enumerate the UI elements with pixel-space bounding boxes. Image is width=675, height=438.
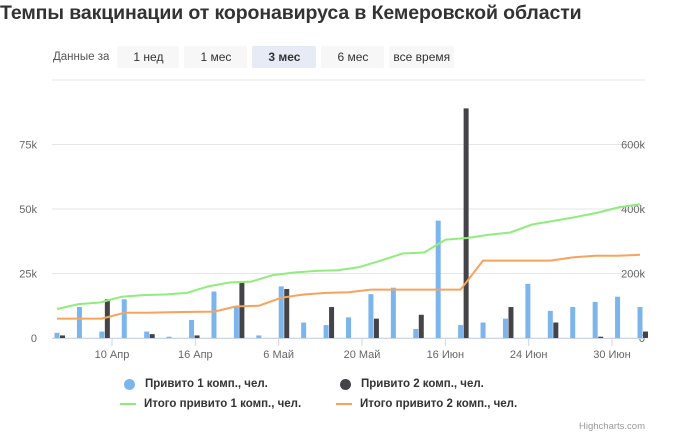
bar-first-dose	[458, 325, 464, 338]
bar-first-dose	[637, 307, 643, 338]
bar-first-dose	[233, 307, 239, 338]
bar-second-dose	[60, 335, 65, 338]
bar-first-dose	[166, 336, 172, 338]
legend-item-second-dose[interactable]: Привито 2 комп., чел.	[336, 378, 484, 390]
legend-label-first-dose: Привито 1 комп., чел.	[145, 378, 268, 390]
bar-second-dose	[284, 288, 290, 338]
bar-first-dose	[323, 325, 329, 338]
bar-first-dose	[615, 296, 621, 338]
bar-first-dose	[189, 319, 195, 338]
bar-second-dose	[643, 331, 648, 338]
legend-item-total-second-dose[interactable]: Итого привито 2 комп., чел.	[336, 398, 517, 410]
y-right-tick-label: 200k	[621, 269, 645, 281]
range-selector: Данные за 1 нед 1 мес 3 мес 6 мес все вр…	[53, 46, 459, 68]
bar-first-dose	[54, 332, 60, 338]
bar-first-dose	[121, 299, 127, 338]
range-button-1-month[interactable]: 1 мес	[184, 46, 248, 68]
legend-marker-total-first-dose	[120, 403, 136, 405]
x-tick-label: 10 Апр	[95, 349, 130, 361]
bar-first-dose	[278, 286, 284, 338]
bar-second-dose	[598, 336, 604, 338]
bar-second-dose	[508, 307, 514, 338]
bar-first-dose	[390, 287, 396, 338]
chart-title: Темпы вакцинации от коронавируса в Кемер…	[0, 2, 582, 24]
bar-first-dose	[547, 310, 553, 338]
x-tick-label: 20 Май	[344, 349, 381, 361]
y-left-tick-label: 50k	[19, 204, 37, 216]
credits-link[interactable]: Highcharts.com	[579, 421, 645, 432]
bar-second-dose	[373, 318, 379, 338]
bar-first-dose	[502, 318, 508, 338]
bar-second-dose	[194, 335, 200, 338]
bar-first-dose	[435, 220, 441, 338]
range-button-6-months[interactable]: 6 мес	[321, 46, 385, 68]
legend-label-second-dose: Привито 2 комп., чел.	[361, 378, 484, 390]
bar-first-dose	[346, 317, 351, 338]
y-left-tick-label: 75k	[19, 140, 37, 152]
bar-first-dose	[144, 331, 150, 338]
bar-first-dose	[99, 331, 105, 338]
bar-first-dose	[592, 301, 598, 338]
bar-first-dose	[525, 283, 531, 338]
legend-label-total-second-dose: Итого привито 2 комп., чел.	[360, 398, 518, 410]
range-selector-label: Данные за	[53, 51, 110, 63]
legend-marker-total-second-dose	[336, 403, 352, 405]
bar-second-dose	[149, 334, 155, 338]
y-left-tick-label: 0	[31, 333, 37, 345]
legend-item-first-dose[interactable]: Привито 1 комп., чел.	[120, 378, 268, 390]
line-total-second-dose	[57, 253, 641, 320]
legend-item-total-first-dose[interactable]: Итого привито 1 комп., чел.	[120, 398, 301, 410]
bar-first-dose	[76, 307, 82, 338]
bar-first-dose	[256, 335, 262, 338]
bar-first-dose	[301, 322, 307, 338]
bar-first-dose	[570, 307, 576, 338]
range-button-all-time[interactable]: все время	[389, 46, 455, 68]
bar-second-dose	[104, 299, 110, 338]
range-button-1-week[interactable]: 1 нед	[117, 46, 180, 68]
x-tick-label: 24 Июн	[510, 349, 548, 361]
legend-marker-second-dose	[340, 378, 351, 390]
x-tick-label: 16 Июн	[427, 349, 465, 361]
bar-second-dose	[239, 281, 245, 338]
x-tick-label: 6 Май	[263, 349, 294, 361]
bar-second-dose	[418, 314, 424, 338]
x-tick-label: 16 Апр	[178, 349, 213, 361]
legend-label-total-first-dose: Итого привито 1 комп., чел.	[144, 398, 302, 410]
range-button-3-months[interactable]: 3 мес	[252, 46, 317, 68]
y-right-tick-label: 600k	[621, 140, 645, 152]
y-left-tick-label: 25k	[19, 269, 37, 281]
line-total-first-dose	[56, 203, 641, 310]
bar-second-dose	[553, 322, 559, 338]
x-tick-label: 30 Июн	[593, 349, 631, 361]
bar-second-dose	[463, 108, 469, 338]
bar-first-dose	[480, 322, 486, 338]
bar-first-dose	[413, 328, 419, 338]
legend-marker-first-dose	[124, 378, 135, 390]
bar-first-dose	[368, 294, 374, 338]
bar-second-dose	[329, 307, 335, 338]
bar-first-dose	[211, 291, 217, 338]
